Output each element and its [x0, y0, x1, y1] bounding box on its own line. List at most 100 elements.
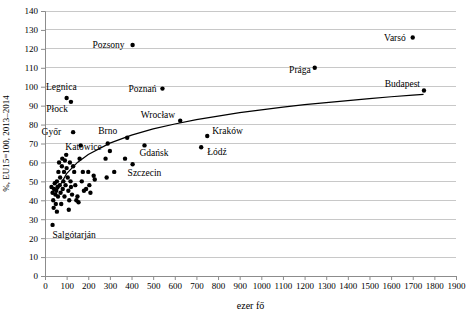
tick: 90: [29, 101, 45, 111]
point: [60, 164, 64, 168]
tick-mark: [110, 276, 111, 280]
point: [50, 223, 54, 227]
point: [58, 191, 62, 195]
point: [68, 160, 72, 164]
point: [58, 175, 62, 179]
point: [51, 198, 55, 202]
point: [64, 153, 68, 157]
point-label: Varsó: [384, 33, 406, 43]
point: [57, 160, 61, 164]
tick: 60: [29, 158, 45, 168]
point-label: Szczecin: [128, 168, 162, 178]
tick-mark: [41, 87, 45, 88]
tick-mark: [41, 11, 45, 12]
tick: 800: [212, 276, 226, 291]
tick: 200: [82, 276, 96, 291]
tick-mark: [41, 200, 45, 201]
point: [108, 149, 112, 153]
y-axis-title: %, EU15=100, 2013–2014: [1, 95, 11, 192]
point: [62, 170, 66, 174]
tick-label: 90: [29, 101, 39, 111]
point: [55, 209, 59, 213]
tick-label: 20: [29, 234, 39, 244]
tick: 300: [104, 276, 118, 291]
point-label: Legnica: [46, 82, 77, 92]
point: [93, 177, 97, 181]
tick-mark: [218, 276, 219, 280]
point: [56, 194, 60, 198]
tick: 0: [43, 276, 48, 291]
tick-mark: [348, 276, 349, 280]
tick-mark: [456, 276, 457, 280]
tick-label: 1400: [339, 281, 358, 291]
point: [71, 130, 75, 134]
trend-line: [56, 94, 424, 193]
tick: 130: [25, 25, 46, 35]
tick: 100: [25, 82, 46, 92]
point: [69, 100, 73, 104]
point: [130, 43, 134, 47]
plot: 0100200300400500600700800900100011001200…: [25, 6, 467, 291]
tick-mark: [41, 276, 45, 277]
tick-mark: [391, 276, 392, 280]
point: [104, 175, 108, 179]
point: [56, 170, 60, 174]
grid-line: [45, 29, 456, 30]
marks: [49, 35, 426, 227]
tick: 1300: [318, 276, 337, 291]
grid-line: [45, 105, 456, 106]
tick-mark: [132, 276, 133, 280]
point: [91, 173, 95, 177]
tick: 1100: [275, 276, 293, 291]
tick-mark: [434, 276, 435, 280]
point: [59, 202, 63, 206]
point-label: Prága: [289, 65, 311, 75]
tick-mark: [41, 181, 45, 182]
point: [160, 86, 164, 90]
point: [62, 194, 66, 198]
tick: 140: [25, 6, 46, 16]
tick: 10: [29, 252, 45, 262]
tick: 20: [29, 234, 45, 244]
point: [81, 170, 85, 174]
tick-mark: [283, 276, 284, 280]
tick-label: 400: [125, 281, 139, 291]
tick-mark: [153, 276, 154, 280]
tick-mark: [261, 276, 262, 280]
chart: 0100200300400500600700800900100011001200…: [0, 0, 470, 315]
point: [66, 189, 70, 193]
point-label: Gdańsk: [140, 148, 169, 158]
point: [75, 194, 79, 198]
tick: 110: [25, 63, 45, 73]
tick-label: 100: [25, 82, 39, 92]
tick: 30: [29, 215, 45, 225]
tick: 1500: [361, 276, 380, 291]
tick-label: 130: [25, 25, 39, 35]
tick-label: 100: [60, 281, 74, 291]
point: [142, 143, 146, 147]
tick-mark: [369, 276, 370, 280]
tick-label: 500: [147, 281, 161, 291]
tick: 40: [29, 196, 45, 206]
tick: 400: [125, 276, 139, 291]
tick-mark: [175, 276, 176, 280]
tick-mark: [41, 68, 45, 69]
tick-mark: [88, 276, 89, 280]
point: [112, 170, 116, 174]
y-axis: 0102030405060708090100110120130140: [25, 6, 46, 281]
grid-line: [45, 67, 456, 68]
point: [72, 170, 76, 174]
point: [61, 187, 65, 191]
tick: 0: [34, 271, 46, 281]
point: [63, 158, 67, 162]
point: [130, 162, 134, 166]
point: [69, 185, 73, 189]
point-label: Katowice: [65, 142, 101, 152]
tick-label: 1700: [404, 281, 423, 291]
tick: 1700: [404, 276, 423, 291]
point-label: Płock: [46, 104, 68, 114]
tick-mark: [41, 257, 45, 258]
point-label: Pozsony: [92, 40, 124, 50]
tick: 1800: [426, 276, 445, 291]
grid-line: [45, 238, 456, 239]
